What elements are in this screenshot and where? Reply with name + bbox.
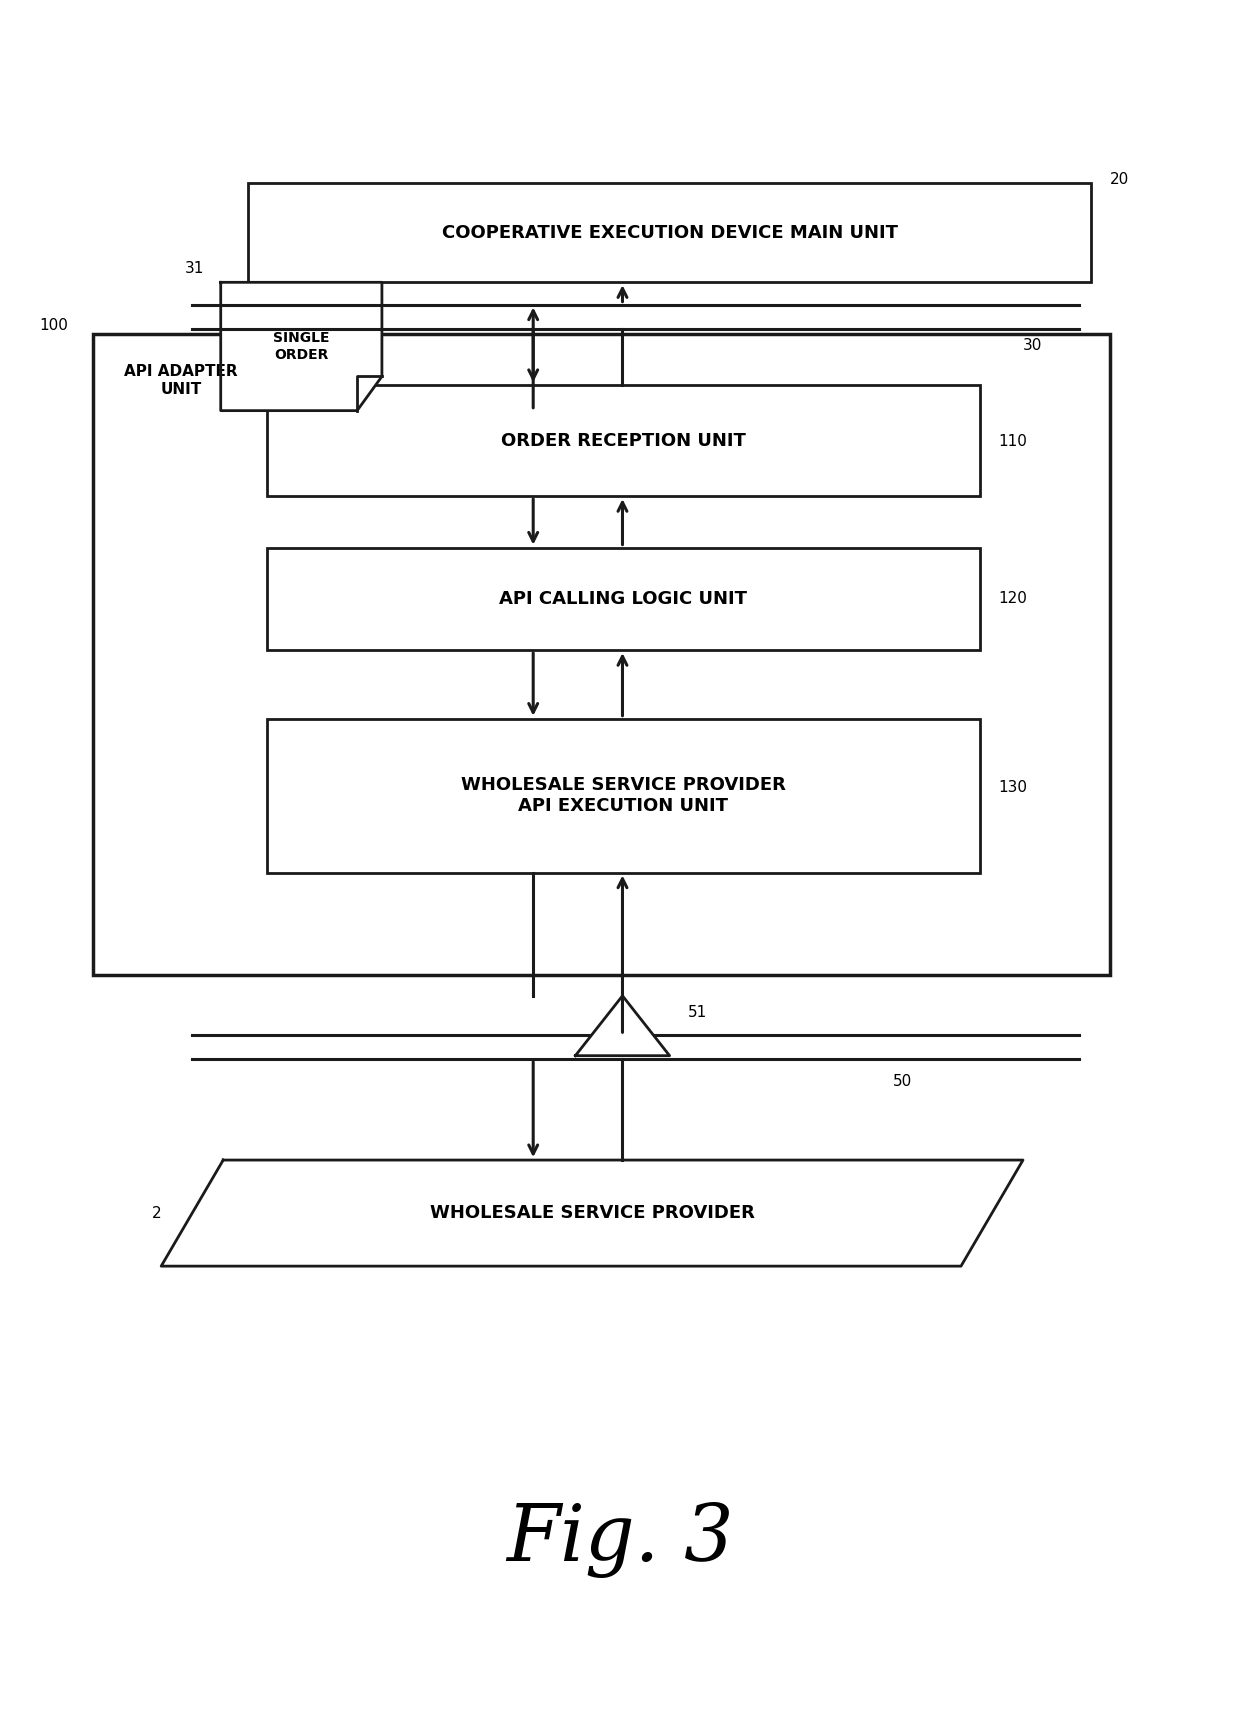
- Polygon shape: [575, 996, 670, 1056]
- Text: 100: 100: [40, 318, 68, 332]
- Bar: [93, 334, 1110, 975]
- Text: 51: 51: [688, 1006, 708, 1020]
- Text: API ADAPTER
UNIT: API ADAPTER UNIT: [124, 364, 238, 397]
- Text: 130: 130: [998, 780, 1027, 794]
- Text: 20: 20: [1110, 173, 1130, 186]
- Polygon shape: [221, 282, 382, 411]
- Text: Fig. 3: Fig. 3: [506, 1502, 734, 1578]
- Text: 50: 50: [893, 1075, 913, 1088]
- Text: SINGLE
ORDER: SINGLE ORDER: [273, 332, 330, 361]
- Text: COOPERATIVE EXECUTION DEVICE MAIN UNIT: COOPERATIVE EXECUTION DEVICE MAIN UNIT: [441, 224, 898, 241]
- Text: 30: 30: [1023, 339, 1043, 352]
- Polygon shape: [161, 1160, 1023, 1266]
- Bar: [248, 183, 1091, 282]
- Text: 110: 110: [998, 435, 1027, 448]
- Text: ORDER RECEPTION UNIT: ORDER RECEPTION UNIT: [501, 431, 745, 450]
- Text: 120: 120: [998, 592, 1027, 606]
- Text: 2: 2: [151, 1206, 161, 1220]
- Text: WHOLESALE SERVICE PROVIDER: WHOLESALE SERVICE PROVIDER: [430, 1205, 754, 1222]
- Bar: [267, 385, 980, 496]
- Bar: [267, 548, 980, 650]
- Text: 31: 31: [185, 262, 205, 275]
- Bar: [267, 719, 980, 873]
- Text: API CALLING LOGIC UNIT: API CALLING LOGIC UNIT: [498, 590, 746, 607]
- Text: WHOLESALE SERVICE PROVIDER
API EXECUTION UNIT: WHOLESALE SERVICE PROVIDER API EXECUTION…: [461, 777, 785, 814]
